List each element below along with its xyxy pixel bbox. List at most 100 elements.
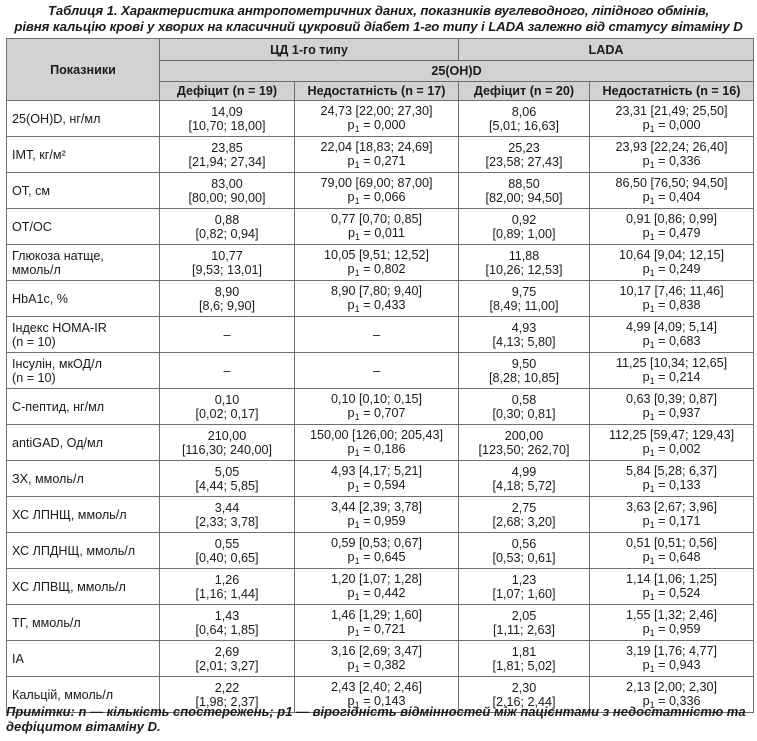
p-value-line: p1 = 0,066 xyxy=(298,190,455,206)
p-value-line: p1 = 0,707 xyxy=(298,406,455,422)
p-symbol: p xyxy=(642,694,650,708)
p-equals: = xyxy=(654,658,669,672)
p-value: 0,336 xyxy=(668,154,701,168)
table-row: Інсулін, мкОД/л (n = 10) – – 9,50 [8,28; 10,8… xyxy=(6,352,755,389)
p-value-line: p1 = 0,382 xyxy=(298,658,455,674)
p-value-line: p1 = 0,271 xyxy=(298,154,455,170)
value-main: 0,51 [0,51; 0,56] xyxy=(626,536,718,550)
p-symbol: p xyxy=(347,550,355,564)
caption-line-2: рівня кальцію крові у хворих на класични… xyxy=(14,19,743,34)
row-label-line-1: ІМТ, кг/м² xyxy=(12,147,66,162)
p-subscript: 1 xyxy=(354,664,360,674)
value-cell-2: 4,93 [4,17; 5,21] p1 = 0,594 xyxy=(293,460,460,497)
value-ci: [0,89; 1,00] xyxy=(492,226,556,241)
value-ci: [23,58; 27,43] xyxy=(485,154,563,169)
p-value: 0,594 xyxy=(373,478,406,492)
p-value: 0,171 xyxy=(668,514,701,528)
value-main: 10,77 xyxy=(211,248,243,263)
value-main: 0,91 [0,86; 0,99] xyxy=(626,212,718,226)
value-main: 0,55 xyxy=(214,536,240,551)
p-equals: = xyxy=(654,514,669,528)
row-label-line-1: ХС ЛПВЩ, ммоль/л xyxy=(12,579,126,594)
row-label: ОТ/ОС xyxy=(6,208,160,245)
p-symbol: p xyxy=(347,406,355,420)
value-cell-3: 4,93 [4,13; 5,80] xyxy=(458,316,591,353)
p-subscript: 1 xyxy=(649,484,655,494)
p-value: 0,959 xyxy=(373,514,406,528)
value-main: – xyxy=(223,327,231,342)
p-symbol: p xyxy=(347,478,355,492)
value-ci: [2,16; 2,44] xyxy=(492,694,556,709)
row-label-line-1: ОТ, см xyxy=(12,183,51,198)
table-row: ТГ, ммоль/л 1,43 [0,64; 1,85] 1,46 [1,29; 1… xyxy=(6,604,755,641)
value-main: 4,99 [4,09; 5,14] xyxy=(626,320,718,334)
p-subscript: 1 xyxy=(649,196,655,206)
p-value-line: p1 = 0,336 xyxy=(593,694,750,710)
value-cell-4: 112,25 [59,47; 129,43] p1 = 0,002 xyxy=(589,424,755,461)
p-value-line: p1 = 0,336 xyxy=(593,154,750,170)
value-ci: [0,40; 0,65] xyxy=(195,550,259,565)
row-label-line-1: ОТ/ОС xyxy=(12,219,52,234)
value-main: 1,23 xyxy=(511,572,537,587)
table-body: 25(OH)D, нг/мл 14,09 [10,70; 18,00] 24,73 [… xyxy=(6,100,755,713)
p-symbol: p xyxy=(642,154,650,168)
value-cell-3: 0,58 [0,30; 0,81] xyxy=(458,388,591,425)
value-main: 210,00 xyxy=(207,428,247,443)
value-cell-3: 11,88 [10,26; 12,53] xyxy=(458,244,591,281)
value-cell-3: 9,75 [8,49; 11,00] xyxy=(458,280,591,317)
p-equals: = xyxy=(359,154,374,168)
row-label: antiGAD, Од/мл xyxy=(6,424,160,461)
value-cell-4: 1,14 [1,06; 1,25] p1 = 0,524 xyxy=(589,568,755,605)
p-value: 0,249 xyxy=(668,262,701,276)
header-col-2: Недостатність (n = 17) xyxy=(293,81,460,101)
value-cell-1: 83,00 [80,00; 90,00] xyxy=(159,172,295,209)
p-symbol: p xyxy=(642,478,650,492)
p-value-line: p1 = 0,442 xyxy=(298,586,455,602)
p-symbol: p xyxy=(642,514,650,528)
table-header: Показники ЦД 1-го типу LADA 25(OH)D Дефі… xyxy=(6,38,755,101)
value-ci: [1,98; 2,37] xyxy=(195,694,259,709)
p-symbol: p xyxy=(347,586,355,600)
p-value-line: p1 = 0,143 xyxy=(298,694,455,710)
value-cell-1: 2,69 [2,01; 3,27] xyxy=(159,640,295,677)
p-value-line: p1 = 0,802 xyxy=(298,262,455,278)
value-main: 24,73 [22,00; 27,30] xyxy=(320,104,433,118)
value-ci: [0,53; 0,61] xyxy=(492,550,556,565)
p-subscript: 1 xyxy=(354,700,360,710)
table-row: ІА 2,69 [2,01; 3,27] 3,16 [2,69; 3,47] p1 = … xyxy=(6,640,755,677)
p-symbol: p xyxy=(642,406,650,420)
p-value: 0,479 xyxy=(668,226,701,240)
value-main: – xyxy=(223,363,231,378)
value-cell-1: 1,43 [0,64; 1,85] xyxy=(159,604,295,641)
p-subscript: 1 xyxy=(354,556,360,566)
p-symbol: p xyxy=(642,658,650,672)
row-label-line-1: ІА xyxy=(12,651,24,666)
p-value-line: p1 = 0,000 xyxy=(593,118,750,134)
value-cell-1: 1,26 [1,16; 1,44] xyxy=(159,568,295,605)
value-main: 25,23 xyxy=(508,140,540,155)
p-symbol: p xyxy=(642,370,650,384)
value-cell-3: 8,06 [5,01; 16,63] xyxy=(458,100,591,137)
p-value-line: p1 = 0,594 xyxy=(298,478,455,494)
value-ci: [80,00; 90,00] xyxy=(188,190,266,205)
row-label-line-1: 25(OH)D, нг/мл xyxy=(12,111,101,126)
value-cell-2: – xyxy=(293,352,460,389)
p-equals: = xyxy=(654,226,669,240)
value-cell-1: 0,10 [0,02; 0,17] xyxy=(159,388,295,425)
value-ci: [1,07; 1,60] xyxy=(492,586,556,601)
p-value: 0,802 xyxy=(373,262,406,276)
p-symbol: p xyxy=(642,226,650,240)
value-main: 0,59 [0,53; 0,67] xyxy=(330,536,423,550)
value-cell-4: 3,19 [1,76; 4,77] p1 = 0,943 xyxy=(589,640,755,677)
value-cell-3: 1,23 [1,07; 1,60] xyxy=(458,568,591,605)
p-value-line: p1 = 0,479 xyxy=(593,226,750,242)
value-cell-3: 4,99 [4,18; 5,72] xyxy=(458,460,591,497)
value-ci: [2,68; 3,20] xyxy=(492,514,556,529)
p-value: 0,683 xyxy=(668,334,701,348)
value-cell-2: 24,73 [22,00; 27,30] p1 = 0,000 xyxy=(293,100,460,137)
p-subscript: 1 xyxy=(649,412,655,422)
p-value: 0,382 xyxy=(373,658,406,672)
p-equals: = xyxy=(359,658,374,672)
p-equals: = xyxy=(654,622,669,636)
p-equals: = xyxy=(359,262,374,276)
